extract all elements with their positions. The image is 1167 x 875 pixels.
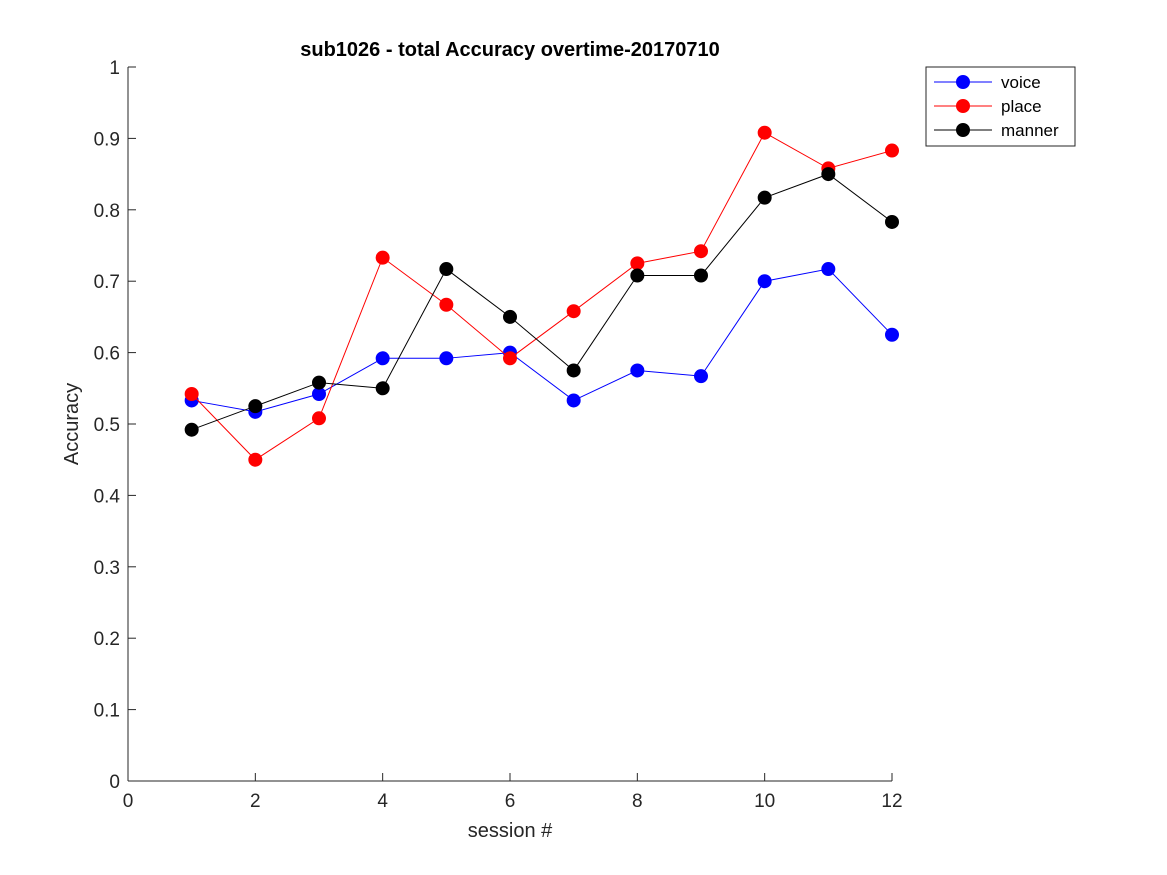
x-tick-label: 2 — [250, 791, 261, 812]
y-tick-label: 0.5 — [94, 415, 120, 436]
y-tick-label: 0.7 — [94, 272, 120, 293]
data-point-manner — [248, 399, 263, 414]
chart-title: sub1026 - total Accuracy overtime-201707… — [300, 39, 719, 61]
data-point-voice — [566, 393, 581, 408]
axes: 0 2 4 6 8 10 12 0 0.1 0.2 0.3 0.4 0.5 0.6 0.7 0.8 0.9 1 — [94, 58, 903, 812]
series-place — [184, 125, 899, 467]
x-tick-label: 0 — [123, 791, 134, 812]
data-point-place — [630, 256, 645, 271]
data-point-place — [694, 244, 708, 259]
y-tick-label: 0.8 — [94, 201, 120, 222]
y-tick-label: 0.9 — [94, 129, 120, 150]
legend: voice place manner — [925, 66, 1076, 147]
y-tick-label: 1 — [109, 58, 120, 79]
legend-label-voice: voice — [1001, 73, 1041, 92]
data-point-place — [439, 297, 454, 312]
data-point-manner — [375, 381, 390, 396]
x-tick-label: 12 — [881, 791, 902, 812]
data-point-voice — [757, 274, 772, 289]
plot-area — [184, 125, 899, 467]
data-point-voice — [694, 369, 708, 384]
y-tick-label: 0.3 — [94, 558, 120, 579]
data-point-place — [503, 351, 517, 366]
y-axis-label: Accuracy — [61, 383, 83, 465]
x-axis-label: session # — [468, 820, 553, 842]
y-tick-label: 0.6 — [94, 344, 120, 365]
x-tick-label: 10 — [754, 791, 775, 812]
data-point-voice — [375, 351, 390, 366]
data-point-voice — [439, 351, 454, 366]
data-point-manner — [184, 422, 199, 437]
data-point-manner — [757, 190, 772, 205]
series-manner — [184, 167, 899, 437]
data-point-manner — [821, 167, 836, 182]
data-point-place — [757, 125, 772, 140]
y-tick-label: 0.2 — [94, 629, 120, 650]
data-point-place — [885, 143, 899, 158]
series-voice — [184, 262, 899, 419]
legend-label-place: place — [1001, 97, 1042, 116]
data-point-voice — [885, 327, 899, 342]
series-line-manner — [191, 173, 893, 431]
data-point-manner — [439, 262, 454, 277]
y-tick-label: 0.1 — [94, 701, 120, 722]
x-tick-label: 8 — [632, 791, 643, 812]
y-tick-label: 0.4 — [94, 486, 121, 507]
data-point-place — [566, 304, 581, 319]
legend-label-manner: manner — [1001, 121, 1059, 140]
series-line-place — [191, 132, 893, 461]
series-line-voice — [191, 268, 893, 413]
x-tick-label: 6 — [505, 791, 516, 812]
data-point-manner — [694, 268, 708, 283]
data-point-manner — [503, 309, 517, 324]
y-tick-label: 0 — [109, 772, 120, 793]
data-point-manner — [566, 363, 581, 378]
data-point-place — [248, 452, 263, 467]
data-point-voice — [630, 363, 645, 378]
legend-marker-place — [956, 99, 970, 113]
x-tick-label: 4 — [377, 791, 388, 812]
data-point-manner — [312, 375, 326, 390]
data-point-manner — [630, 268, 645, 283]
data-point-place — [375, 250, 390, 265]
data-point-place — [184, 387, 199, 402]
data-point-manner — [885, 214, 899, 229]
legend-marker-manner — [956, 123, 970, 137]
legend-marker-voice — [956, 75, 970, 89]
data-point-voice — [821, 262, 836, 277]
data-point-place — [312, 411, 326, 426]
